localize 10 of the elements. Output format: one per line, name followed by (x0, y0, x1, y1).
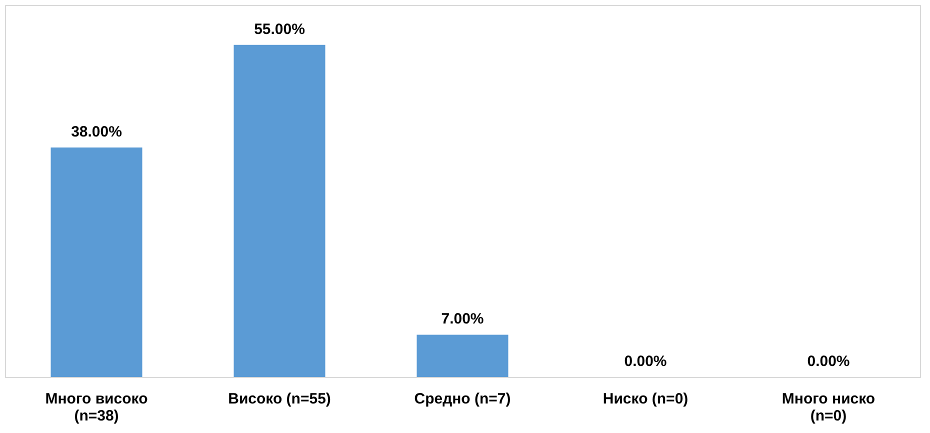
x-tick-label: Много високо (n=38) (45, 390, 148, 424)
data-label: 7.00% (441, 310, 484, 328)
data-label: 55.00% (254, 20, 305, 38)
x-tick-label: Много ниско (n=0) (782, 390, 876, 424)
data-label: 0.00% (807, 353, 850, 370)
data-label: 38.00% (71, 124, 122, 141)
x-tick-label: Ниско (n=0) (602, 390, 688, 408)
x-tick-label: Високо (n=55) (228, 390, 331, 408)
data-label: 0.00% (624, 353, 667, 370)
x-tick-label: Средно (n=7) (414, 390, 511, 408)
